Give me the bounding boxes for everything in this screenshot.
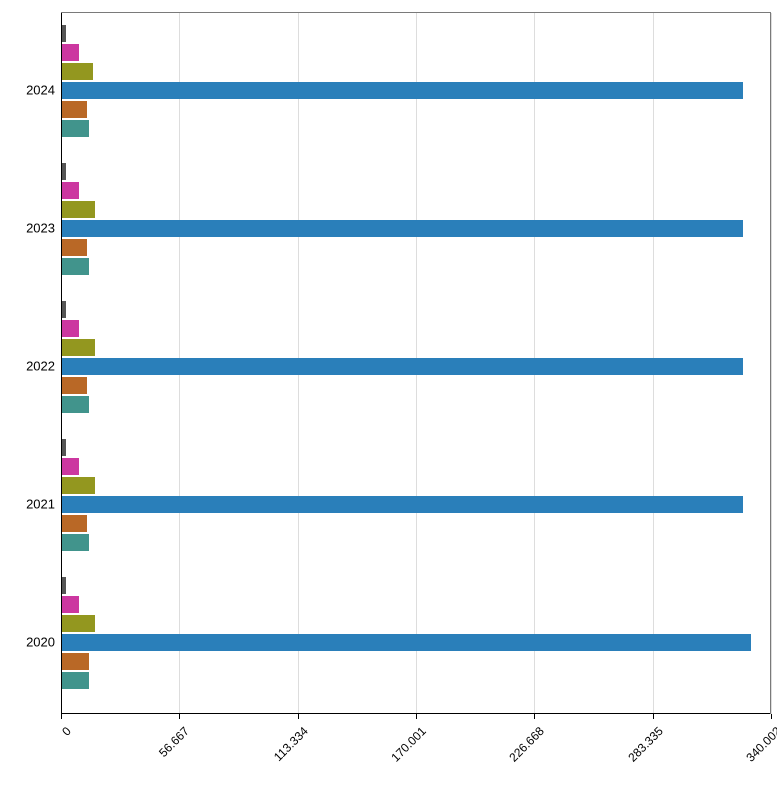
bar (62, 458, 79, 475)
y-tick-label: 2024 (26, 82, 55, 97)
bar (62, 239, 87, 256)
bar (62, 496, 743, 513)
bar (62, 439, 66, 456)
bar (62, 596, 79, 613)
x-tick-label: 226.668 (507, 724, 548, 765)
bar (62, 615, 95, 632)
bar (62, 396, 89, 413)
bar (62, 82, 743, 99)
x-tick-label: 283.335 (625, 724, 666, 765)
bar (62, 182, 79, 199)
bar (62, 672, 89, 689)
x-tick-mark (416, 714, 417, 719)
bar (62, 44, 79, 61)
y-tick-label: 2021 (26, 496, 55, 511)
bar (62, 301, 66, 318)
bar (62, 477, 95, 494)
x-tick-mark (771, 714, 772, 719)
bar (62, 63, 93, 80)
x-tick-label: 56.667 (156, 724, 192, 760)
x-tick-mark (534, 714, 535, 719)
x-tick-mark (61, 714, 62, 719)
gridline (771, 13, 772, 714)
x-tick-mark (298, 714, 299, 719)
bar (62, 25, 66, 42)
x-tick-label: 0 (59, 724, 74, 739)
bar (62, 339, 95, 356)
bar (62, 320, 79, 337)
x-tick-label: 340.002 (743, 724, 777, 765)
x-tick-mark (179, 714, 180, 719)
y-tick-label: 2022 (26, 358, 55, 373)
bar (62, 377, 87, 394)
y-tick-label: 2020 (26, 634, 55, 649)
bar (62, 258, 89, 275)
bar (62, 634, 751, 651)
bar (62, 101, 87, 118)
bar (62, 163, 66, 180)
bar (62, 534, 89, 551)
y-tick-label: 2023 (26, 220, 55, 235)
bar (62, 120, 89, 137)
bar (62, 220, 743, 237)
plot-area (61, 12, 771, 714)
x-tick-mark (653, 714, 654, 719)
horizontal-grouped-bar-chart: 2024 2023 2022 2021 2020 0 56.667 113.334 170.00… (8, 8, 777, 779)
bar (62, 515, 87, 532)
bar (62, 653, 89, 670)
x-tick-label: 113.334 (271, 724, 311, 764)
bar (62, 358, 743, 375)
x-tick-label: 170.001 (388, 724, 429, 765)
bar (62, 201, 95, 218)
bar (62, 577, 66, 594)
